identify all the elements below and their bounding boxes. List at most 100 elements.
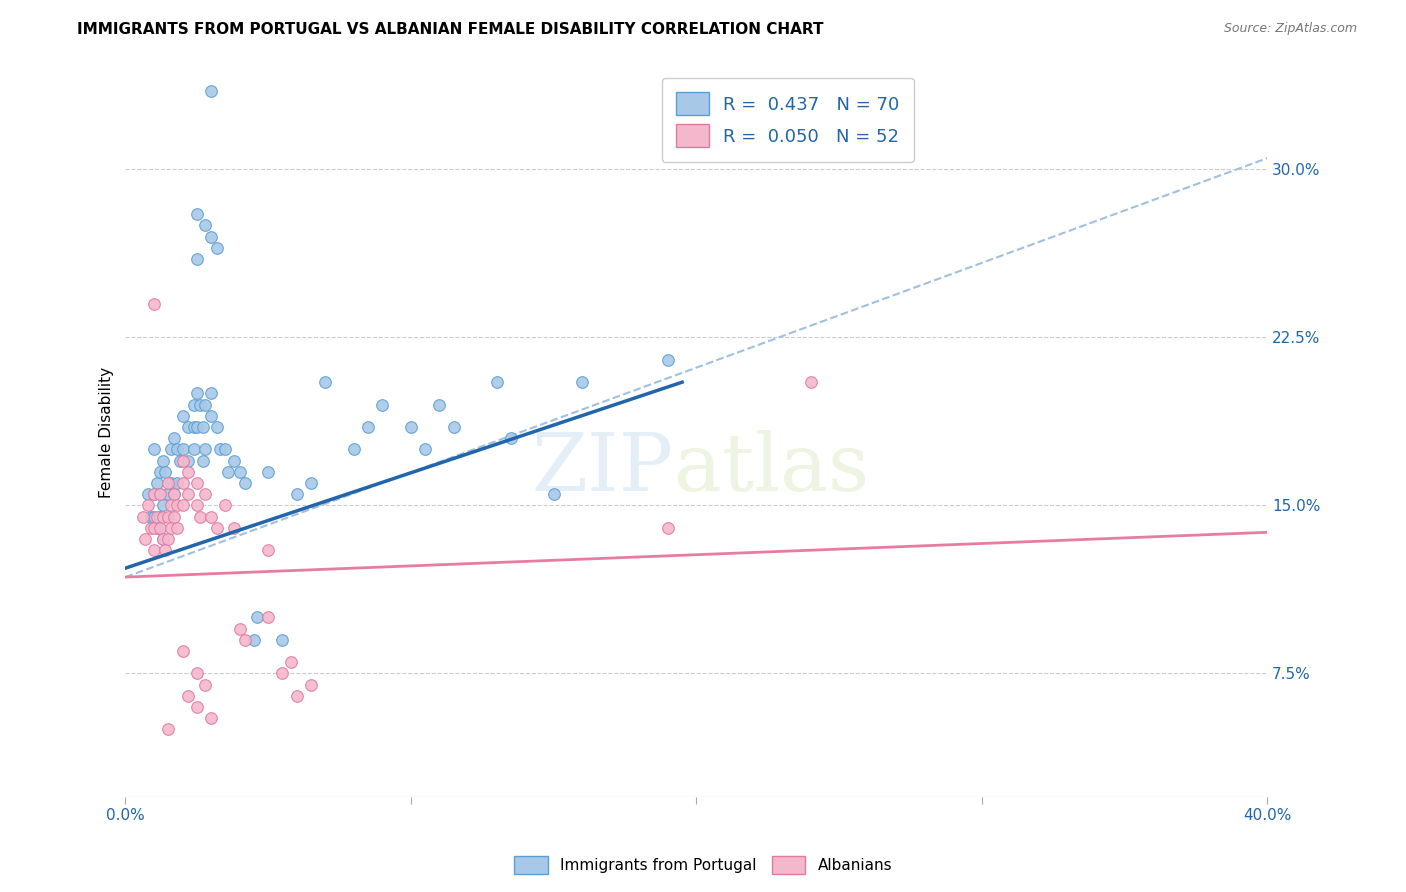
Point (235, 632, 257, 647)
Point (163, 487, 186, 501)
Text: atlas: atlas (673, 430, 869, 508)
Point (228, 465, 250, 479)
Point (172, 644, 194, 658)
Text: IMMIGRANTS FROM PORTUGAL VS ALBANIAN FEMALE DISABILITY CORRELATION CHART: IMMIGRANTS FROM PORTUGAL VS ALBANIAN FEM… (77, 22, 824, 37)
Point (155, 543, 177, 558)
Point (485, 375, 508, 389)
Point (208, 442, 231, 457)
Point (160, 521, 183, 535)
Point (143, 297, 166, 311)
Point (152, 499, 174, 513)
Y-axis label: Female Disability: Female Disability (100, 367, 114, 498)
Point (271, 666, 294, 681)
Point (166, 475, 188, 490)
Point (163, 487, 186, 501)
Point (371, 398, 394, 412)
Point (160, 499, 183, 513)
Point (217, 465, 239, 479)
Point (800, 375, 823, 389)
Point (280, 655, 302, 669)
Point (172, 409, 194, 423)
Point (200, 84, 222, 98)
Point (186, 207, 208, 221)
Point (271, 632, 294, 647)
Point (186, 386, 208, 401)
Point (149, 521, 172, 535)
Point (163, 431, 186, 445)
Point (141, 509, 163, 524)
Point (413, 442, 436, 457)
Point (136, 499, 159, 513)
Point (177, 465, 200, 479)
Point (177, 689, 200, 703)
Point (200, 229, 222, 244)
Point (143, 442, 166, 457)
Point (235, 475, 257, 490)
Point (194, 487, 217, 501)
Point (200, 409, 222, 423)
Point (299, 678, 322, 692)
Point (146, 509, 169, 524)
Point (157, 723, 180, 737)
Point (177, 487, 200, 501)
Point (205, 420, 228, 434)
Point (186, 475, 208, 490)
Point (314, 375, 336, 389)
Point (222, 521, 245, 535)
Point (657, 352, 679, 367)
Point (157, 475, 180, 490)
Point (157, 509, 180, 524)
Point (172, 442, 194, 457)
Point (172, 453, 194, 467)
Point (143, 521, 166, 535)
Point (399, 420, 422, 434)
Point (186, 499, 208, 513)
Point (228, 622, 250, 636)
Point (146, 475, 169, 490)
Point (191, 453, 214, 467)
Point (183, 398, 205, 412)
Point (188, 398, 211, 412)
Point (657, 521, 679, 535)
Point (186, 420, 208, 434)
Legend: R =  0.437   N = 70, R =  0.050   N = 52: R = 0.437 N = 70, R = 0.050 N = 52 (662, 78, 914, 161)
Point (143, 509, 166, 524)
Point (177, 420, 200, 434)
Point (499, 431, 522, 445)
Point (214, 499, 236, 513)
Point (443, 420, 465, 434)
Point (194, 398, 217, 412)
Point (257, 610, 280, 624)
Point (200, 386, 222, 401)
Point (571, 375, 593, 389)
Point (299, 475, 322, 490)
Point (166, 521, 188, 535)
Point (543, 487, 565, 501)
Point (166, 499, 188, 513)
Point (205, 521, 228, 535)
Point (146, 521, 169, 535)
Text: Source: ZipAtlas.com: Source: ZipAtlas.com (1223, 22, 1357, 36)
Point (152, 532, 174, 546)
Point (149, 487, 172, 501)
Point (163, 509, 186, 524)
Point (134, 532, 156, 546)
Point (357, 420, 380, 434)
Point (172, 499, 194, 513)
Point (136, 487, 159, 501)
Point (152, 453, 174, 467)
Point (183, 442, 205, 457)
Point (177, 453, 200, 467)
Point (246, 610, 269, 624)
Point (149, 465, 172, 479)
Point (285, 487, 308, 501)
Point (172, 475, 194, 490)
Point (149, 509, 172, 524)
Point (183, 420, 205, 434)
Point (285, 689, 308, 703)
Point (194, 678, 217, 692)
Text: ZIP: ZIP (531, 430, 673, 508)
Point (194, 442, 217, 457)
Point (157, 487, 180, 501)
Point (131, 509, 153, 524)
